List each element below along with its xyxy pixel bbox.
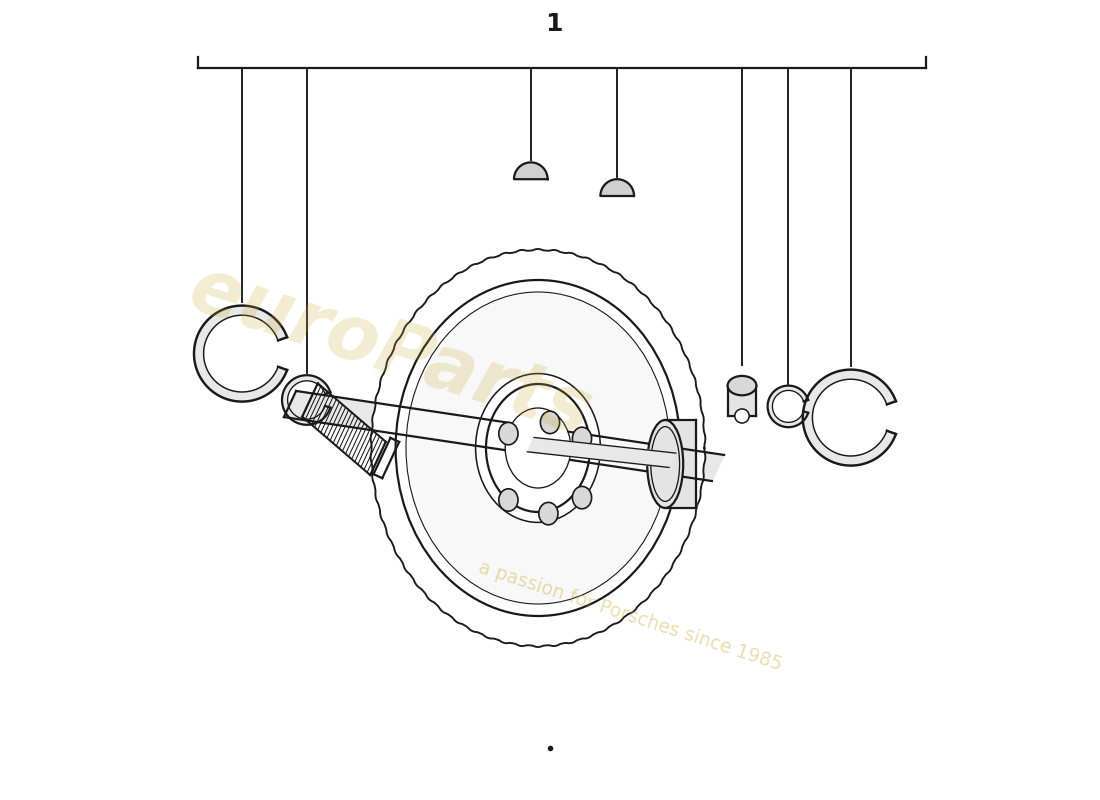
- Ellipse shape: [727, 376, 757, 395]
- Polygon shape: [727, 386, 757, 416]
- Ellipse shape: [486, 384, 590, 512]
- Ellipse shape: [539, 502, 558, 525]
- Ellipse shape: [498, 489, 518, 511]
- Ellipse shape: [735, 409, 749, 423]
- Ellipse shape: [505, 408, 571, 488]
- Text: a passion for Porsches since 1985: a passion for Porsches since 1985: [475, 558, 784, 674]
- Ellipse shape: [647, 420, 683, 508]
- Ellipse shape: [512, 416, 564, 480]
- Ellipse shape: [498, 422, 518, 445]
- Text: 1: 1: [546, 12, 563, 36]
- Polygon shape: [371, 249, 705, 647]
- Ellipse shape: [396, 280, 681, 616]
- Polygon shape: [768, 386, 808, 427]
- Ellipse shape: [651, 426, 680, 502]
- Text: euroParts: euroParts: [179, 252, 601, 452]
- Ellipse shape: [572, 427, 592, 450]
- Ellipse shape: [540, 411, 560, 434]
- Ellipse shape: [657, 442, 674, 486]
- Polygon shape: [282, 375, 330, 425]
- Polygon shape: [514, 162, 548, 179]
- Polygon shape: [284, 391, 724, 481]
- Polygon shape: [527, 438, 675, 467]
- Polygon shape: [803, 370, 895, 466]
- Ellipse shape: [572, 486, 592, 509]
- Polygon shape: [666, 420, 695, 508]
- Ellipse shape: [406, 292, 670, 604]
- Polygon shape: [194, 306, 287, 402]
- Ellipse shape: [475, 374, 601, 522]
- Polygon shape: [601, 179, 634, 196]
